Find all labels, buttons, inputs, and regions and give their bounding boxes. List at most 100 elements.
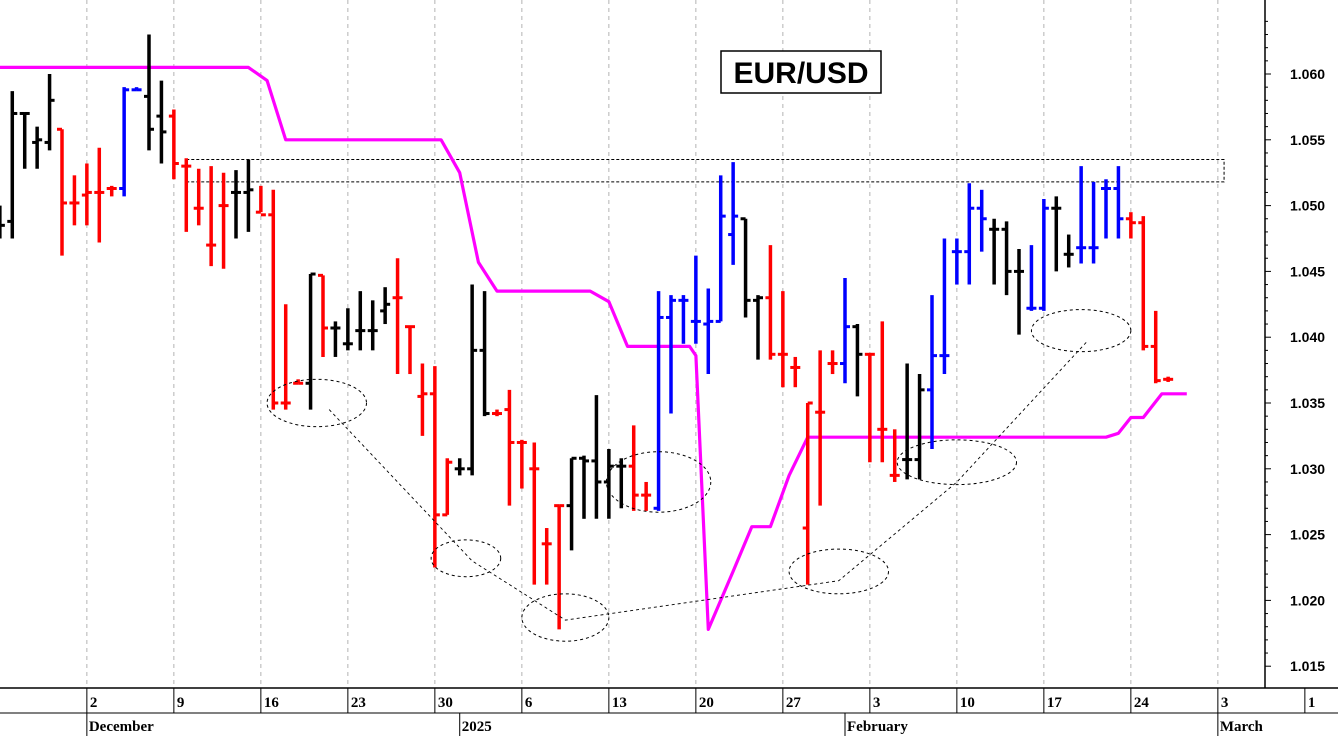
ohlc-bar bbox=[1038, 199, 1049, 311]
y-tick-label: 1.050 bbox=[1290, 198, 1325, 214]
ohlc-bar bbox=[318, 273, 328, 357]
ohlc-bar bbox=[554, 504, 565, 630]
x-tick-label: 17 bbox=[1047, 695, 1063, 711]
ohlc-bar bbox=[305, 272, 316, 410]
x-tick-label: 16 bbox=[264, 695, 280, 711]
ohlc-bar bbox=[69, 175, 80, 226]
ohlc-bar bbox=[902, 363, 913, 480]
ohlc-bar bbox=[1125, 212, 1136, 239]
x-tick-label: 1 bbox=[1308, 695, 1316, 711]
ohlc-bar bbox=[1101, 179, 1111, 239]
y-tick-label: 1.035 bbox=[1290, 395, 1325, 411]
month-label: 2025 bbox=[462, 719, 492, 735]
ohlc-bar bbox=[728, 162, 739, 265]
ohlc-bar bbox=[243, 159, 254, 232]
ohlc-bar bbox=[976, 189, 987, 252]
highlight-ellipse bbox=[788, 548, 889, 595]
ohlc-bar bbox=[504, 389, 515, 506]
ohlc-bar bbox=[1163, 376, 1174, 382]
ohlc-bar bbox=[678, 295, 689, 344]
ohlc-bar bbox=[1051, 196, 1062, 272]
ohlc-bar bbox=[864, 352, 875, 463]
ohlc-bar bbox=[392, 258, 403, 375]
ohlc-bar bbox=[342, 308, 353, 351]
ohlc-bar bbox=[131, 87, 142, 92]
month-label: March bbox=[1220, 719, 1264, 735]
ohlc-bar bbox=[454, 458, 465, 476]
ohlc-bar bbox=[765, 245, 776, 360]
highlight-ellipse bbox=[266, 378, 367, 428]
chart-title: EUR/USD bbox=[733, 57, 868, 90]
ohlc-bar bbox=[380, 287, 391, 325]
ohlc-bar bbox=[280, 304, 291, 410]
x-tick-label: 13 bbox=[612, 695, 627, 711]
ohlc-bar bbox=[827, 350, 838, 375]
ohlc-bar bbox=[690, 255, 701, 344]
x-tick-label: 6 bbox=[525, 695, 533, 711]
ohlc-bar bbox=[541, 528, 552, 585]
ohlc-bar bbox=[516, 439, 527, 489]
x-tick-label: 3 bbox=[873, 695, 881, 711]
ohlc-bar bbox=[206, 166, 217, 267]
ohlc-bar bbox=[815, 350, 826, 506]
highlight-ellipse bbox=[605, 451, 712, 513]
ohlc-bar bbox=[840, 277, 850, 384]
ohlc-bar bbox=[94, 147, 105, 243]
title-box: EUR/USD bbox=[720, 50, 882, 94]
ohlc-bar bbox=[852, 324, 863, 397]
x-tick-label: 10 bbox=[960, 695, 975, 711]
highlight-ellipse bbox=[521, 593, 610, 642]
ohlc-bar bbox=[405, 325, 415, 375]
grid-layer bbox=[86, 0, 1219, 688]
ohlc-bar bbox=[231, 170, 241, 239]
ohlc-bar bbox=[442, 458, 453, 517]
y-tick-label: 1.045 bbox=[1290, 263, 1325, 279]
ohlc-bar bbox=[0, 205, 5, 239]
ohlc-bar bbox=[1014, 249, 1024, 335]
ohlc-bar bbox=[753, 295, 763, 360]
ohlc-bar bbox=[777, 291, 788, 388]
month-label: February bbox=[847, 719, 908, 735]
ohlc-bar bbox=[740, 217, 751, 318]
ohlc-bar bbox=[119, 87, 130, 197]
ohlc-bar bbox=[1088, 181, 1099, 264]
highlight-ellipse bbox=[896, 439, 1018, 486]
ohlc-bar bbox=[193, 168, 204, 226]
trend-line bbox=[328, 340, 1088, 621]
ohlc-bar bbox=[168, 109, 179, 180]
ohlc-bar bbox=[1026, 245, 1037, 311]
ohlc-bar bbox=[641, 481, 652, 511]
x-tick-label: 2 bbox=[90, 695, 98, 711]
ohlc-bar bbox=[703, 288, 714, 375]
ohlc-bar bbox=[529, 442, 540, 585]
ohlc-bar bbox=[181, 158, 192, 232]
ohlc-bar bbox=[939, 238, 950, 375]
ohlc-bar bbox=[914, 374, 925, 480]
ohlc-bar bbox=[355, 291, 366, 351]
x-tick-label: 3 bbox=[1221, 695, 1229, 711]
y-tick-label: 1.030 bbox=[1290, 461, 1325, 477]
ohlc-bar bbox=[877, 321, 888, 463]
ohlc-bar bbox=[479, 291, 490, 417]
x-tick-label: 24 bbox=[1134, 695, 1150, 711]
ohlc-bar bbox=[417, 363, 428, 436]
ohlc-bar bbox=[1076, 166, 1087, 264]
ohlc-bar bbox=[1001, 221, 1012, 296]
resistance-band-layer bbox=[185, 159, 1225, 183]
ohlc-bar bbox=[467, 284, 478, 476]
ohlc-bar bbox=[964, 183, 975, 285]
ohlc-bar bbox=[429, 366, 440, 568]
ohlc-bar bbox=[106, 185, 117, 197]
ohlc-bar bbox=[1113, 166, 1124, 239]
highlight-ellipse bbox=[430, 539, 502, 578]
ohlc-bar bbox=[57, 127, 67, 256]
ohlc-bar bbox=[579, 455, 589, 519]
ohlc-bar bbox=[790, 356, 801, 388]
ohlc-bar bbox=[666, 295, 676, 414]
ohlc-bar bbox=[1138, 216, 1149, 351]
ohlc-bar bbox=[591, 395, 602, 519]
y-tick-label: 1.055 bbox=[1290, 132, 1325, 148]
